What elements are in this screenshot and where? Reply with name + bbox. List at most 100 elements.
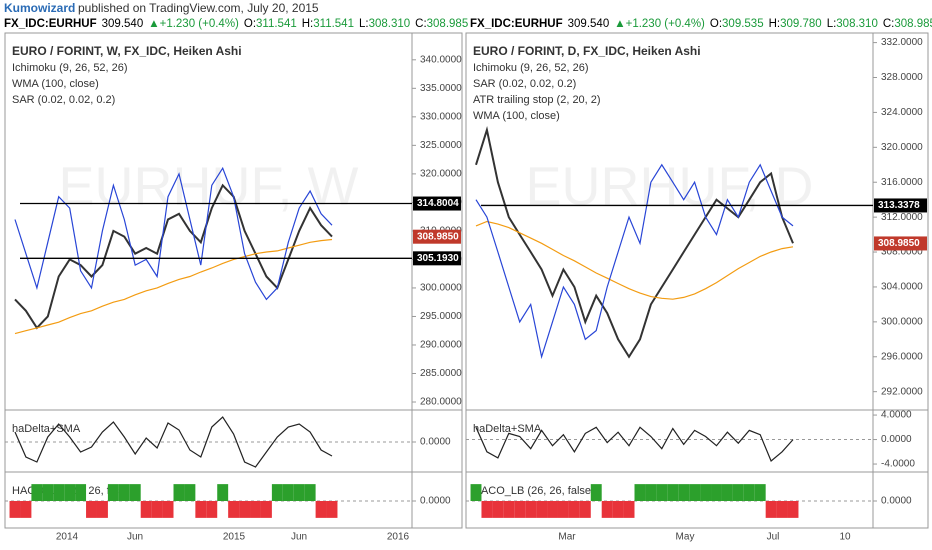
x-tick-label: Jun xyxy=(291,532,307,543)
ohlc-key: L: xyxy=(359,18,369,30)
x-tick-label: 2016 xyxy=(387,532,410,543)
haco-bar xyxy=(536,501,548,518)
haco-bar xyxy=(492,501,504,518)
haco-bar xyxy=(195,501,207,518)
haco-bar xyxy=(64,484,76,501)
price: 309.540 xyxy=(568,18,610,30)
ohlc-value: 311.541 xyxy=(313,18,354,30)
haco-bar xyxy=(700,484,712,501)
y-tick-label: 304.0000 xyxy=(881,282,923,293)
ohlc-value: 311.541 xyxy=(256,18,297,30)
legend-entry: WMA (100, close) xyxy=(473,110,560,122)
haco-bar xyxy=(612,501,624,518)
ohlc-key: O: xyxy=(244,18,256,30)
y-tick-label: 290.0000 xyxy=(420,340,462,351)
haco-bar xyxy=(743,484,755,501)
haco-bar xyxy=(634,484,646,501)
haco-bar xyxy=(86,501,97,518)
pane-label: HACO_LB (26, 26, false) xyxy=(473,485,595,497)
series-line xyxy=(14,166,333,301)
y-tick-label: 308.0000 xyxy=(881,247,923,258)
haco-bar xyxy=(96,501,108,518)
haco-bar xyxy=(547,501,558,518)
published: published on TradingView.com, July 20, 2… xyxy=(78,1,319,15)
haco-bar xyxy=(9,501,21,518)
ohlc-value: 309.780 xyxy=(780,18,822,30)
haco-bar xyxy=(579,501,591,518)
legend-entry: EURO / FORINT, W, FX_IDC, Heiken Ashi xyxy=(12,44,242,58)
legend-entry: ATR trailing stop (2, 20, 2) xyxy=(473,94,601,106)
haco-bar xyxy=(75,484,87,501)
y-tick-label: 0.0000 xyxy=(420,437,451,448)
haco-bar xyxy=(282,484,294,501)
haco-bar xyxy=(184,484,196,501)
haco-bar xyxy=(623,501,635,518)
haco-bar xyxy=(326,501,338,518)
series-line xyxy=(475,125,794,359)
y-tick-label: 332.0000 xyxy=(881,37,923,48)
haco-bar xyxy=(42,484,54,501)
series-line xyxy=(475,220,794,300)
legend-entry: Ichimoku (9, 26, 52, 26) xyxy=(12,62,128,74)
haco-bar xyxy=(107,484,119,501)
haco-bar xyxy=(151,501,163,518)
y-tick-label: 295.0000 xyxy=(420,311,462,322)
haco-bar xyxy=(754,484,766,501)
y-tick-label: 285.0000 xyxy=(420,368,462,379)
ohlc-value: 308.985 xyxy=(894,18,932,30)
haco-bar xyxy=(304,484,316,501)
haco-bar xyxy=(776,501,788,518)
y-tick-label: 0.0000 xyxy=(881,434,912,445)
haco-bar xyxy=(470,484,482,501)
ohlc-value: 308.310 xyxy=(836,18,878,30)
haco-bar xyxy=(53,484,65,501)
haco-bar xyxy=(239,501,251,518)
x-tick-label: 2014 xyxy=(56,532,79,543)
haco-bar xyxy=(765,501,777,518)
price-tag-label: 308.9850 xyxy=(417,231,459,242)
y-tick-label: 300.0000 xyxy=(881,316,923,327)
haco-bar xyxy=(689,484,701,501)
ohlc-key: H: xyxy=(302,18,314,30)
y-tick-label: 280.0000 xyxy=(420,397,462,408)
haco-bar xyxy=(645,484,657,501)
author[interactable]: Kumowizard xyxy=(4,1,75,15)
y-tick-label: 4.0000 xyxy=(881,410,912,421)
haco-bar xyxy=(140,501,152,518)
y-tick-label: 316.0000 xyxy=(881,177,923,188)
price-tag xyxy=(413,229,461,244)
change: ▲+1.230 (+0.4%) xyxy=(614,18,705,30)
haco-bar xyxy=(711,484,722,501)
haco-bar xyxy=(656,484,668,501)
haco-bar xyxy=(293,484,305,501)
symbol: FX_IDC:EURHUF xyxy=(4,18,97,30)
watermark: EURHUF, D xyxy=(525,156,813,216)
ohlc-key: H: xyxy=(769,18,781,30)
series-line xyxy=(475,163,794,360)
ohlc-value: 308.985 xyxy=(427,18,469,30)
y-tick-label: -4.0000 xyxy=(881,459,915,470)
ohlc-key: L: xyxy=(827,18,837,30)
price-tag xyxy=(874,198,927,213)
change: ▲+1.230 (+0.4%) xyxy=(148,18,239,30)
haco-bar xyxy=(514,501,526,518)
ohlc-key: O: xyxy=(710,18,722,30)
legend-entry: Ichimoku (9, 26, 52, 26) xyxy=(473,62,589,74)
haco-bar xyxy=(667,484,679,501)
haco-bar xyxy=(557,501,569,518)
haco-bar xyxy=(228,501,240,518)
y-tick-label: 292.0000 xyxy=(881,386,923,397)
y-tick-label: 300.0000 xyxy=(420,283,462,294)
haco-bar xyxy=(678,484,690,501)
price: 309.540 xyxy=(102,18,144,30)
x-tick-label: 10 xyxy=(839,532,851,543)
haco-bar xyxy=(315,501,327,518)
legend-entry: WMA (100, close) xyxy=(12,78,99,90)
haco-bar xyxy=(129,484,141,501)
y-tick-label: 324.0000 xyxy=(881,107,923,118)
haco-bar xyxy=(31,484,43,501)
y-tick-label: 330.0000 xyxy=(420,111,462,122)
y-tick-label: 0.0000 xyxy=(420,496,451,507)
y-tick-label: 320.0000 xyxy=(881,142,923,153)
